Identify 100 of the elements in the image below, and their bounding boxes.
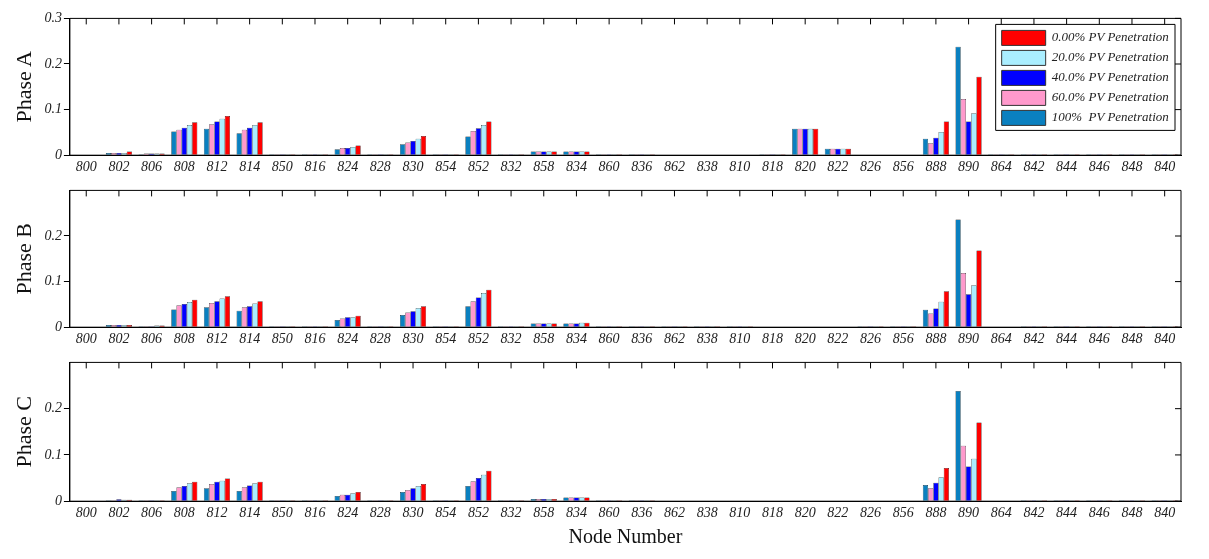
- x-tick-label: 860: [598, 331, 620, 347]
- x-tick-label: 816: [304, 159, 326, 175]
- x-tick-label: 824: [337, 505, 359, 521]
- x-tick-label: 814: [239, 159, 261, 175]
- x-tick-label: 830: [402, 505, 424, 521]
- x-tick-label: 808: [173, 159, 195, 175]
- x-tick-label: 834: [565, 159, 587, 175]
- x-tick-label: 846: [1088, 505, 1110, 521]
- x-tick-label: 846: [1088, 331, 1110, 347]
- y-axis-title: Phase C: [10, 396, 36, 468]
- x-tick-label: 864: [990, 331, 1012, 347]
- y-tick-label: 0.3: [44, 10, 62, 26]
- x-tick-label: 856: [892, 159, 914, 175]
- x-tick-label: 860: [598, 505, 620, 521]
- y-tick-label: 0.2: [44, 400, 62, 416]
- x-tick-label: 826: [860, 331, 882, 347]
- y-tick-label: 0.2: [44, 55, 62, 71]
- x-tick-label: 840: [1154, 505, 1176, 521]
- x-tick-label: 816: [304, 331, 326, 347]
- y-axis-title: Phase B: [10, 223, 36, 295]
- legend-label: 20.0% PV Penetration: [1051, 49, 1169, 65]
- y-tick-label: 0: [54, 318, 62, 334]
- x-tick-label: 850: [271, 505, 293, 521]
- x-tick-label: 860: [598, 159, 620, 175]
- x-tick-label: 850: [271, 159, 293, 175]
- x-tick-label: 806: [141, 505, 163, 521]
- x-tick-label: 822: [827, 331, 849, 347]
- x-tick-label: 890: [958, 331, 980, 347]
- y-tick-label: 0.1: [44, 273, 62, 289]
- x-tick-label: 816: [304, 505, 326, 521]
- x-tick-label: 888: [925, 159, 947, 175]
- x-tick-label: 832: [500, 505, 522, 521]
- x-tick-label: 832: [500, 331, 522, 347]
- x-tick-label: 858: [533, 159, 555, 175]
- x-tick-label: 820: [794, 505, 816, 521]
- x-tick-label: 854: [435, 331, 457, 347]
- x-tick-label: 812: [206, 331, 228, 347]
- x-tick-label: 848: [1121, 159, 1143, 175]
- y-axis-title: Phase A: [10, 50, 36, 123]
- x-tick-label: 852: [467, 505, 489, 521]
- x-tick-label: 858: [533, 331, 555, 347]
- x-tick-label: 824: [337, 159, 359, 175]
- x-tick-label: 806: [141, 159, 163, 175]
- x-tick-label: 856: [892, 331, 914, 347]
- x-tick-label: 820: [794, 159, 816, 175]
- x-tick-label: 844: [1056, 159, 1078, 175]
- x-tick-label: 836: [631, 505, 653, 521]
- x-tick-label: 808: [173, 505, 195, 521]
- x-tick-label: 800: [75, 331, 97, 347]
- x-tick-label: 844: [1056, 505, 1078, 521]
- x-tick-label: 854: [435, 505, 457, 521]
- x-tick-label: 840: [1154, 159, 1176, 175]
- x-tick-label: 810: [729, 505, 751, 521]
- x-tick-label: 828: [369, 159, 391, 175]
- x-tick-label: 814: [239, 331, 261, 347]
- x-tick-label: 836: [631, 331, 653, 347]
- legend-label: 60.0% PV Penetration: [1051, 89, 1169, 105]
- x-tick-label: 846: [1088, 159, 1110, 175]
- x-tick-label: 828: [369, 331, 391, 347]
- x-tick-label: 838: [696, 331, 718, 347]
- x-tick-label: 800: [75, 505, 97, 521]
- x-tick-label: 888: [925, 331, 947, 347]
- y-tick-label: 0: [54, 146, 62, 162]
- x-tick-label: 822: [827, 505, 849, 521]
- x-tick-label: 842: [1023, 331, 1045, 347]
- legend-label: 40.0% PV Penetration: [1051, 69, 1169, 85]
- x-tick-label: 864: [990, 159, 1012, 175]
- x-tick-label: 848: [1121, 331, 1143, 347]
- x-tick-label: 828: [369, 505, 391, 521]
- x-tick-label: 802: [108, 159, 130, 175]
- x-tick-label: 850: [271, 331, 293, 347]
- x-tick-label: 830: [402, 331, 424, 347]
- x-tick-label: 852: [467, 331, 489, 347]
- x-tick-label: 800: [75, 159, 97, 175]
- x-tick-label: 890: [958, 505, 980, 521]
- x-tick-label: 834: [565, 331, 587, 347]
- y-tick-label: 0.1: [44, 446, 62, 462]
- x-tick-label: 806: [141, 331, 163, 347]
- x-tick-label: 818: [762, 505, 784, 521]
- x-tick-label: 838: [696, 505, 718, 521]
- x-tick-label: 864: [990, 505, 1012, 521]
- x-tick-label: 812: [206, 505, 228, 521]
- x-tick-label: 890: [958, 159, 980, 175]
- x-tick-label: 844: [1056, 331, 1078, 347]
- x-tick-label: 826: [860, 159, 882, 175]
- x-tick-label: 862: [663, 331, 685, 347]
- x-tick-label: 802: [108, 505, 130, 521]
- y-tick-label: 0.1: [44, 101, 62, 117]
- x-tick-label: 838: [696, 159, 718, 175]
- x-tick-label: 814: [239, 505, 261, 521]
- x-tick-label: 818: [762, 159, 784, 175]
- legend-label: 0.00% PV Penetration: [1051, 29, 1169, 45]
- x-tick-label: 826: [860, 505, 882, 521]
- x-tick-label: 830: [402, 159, 424, 175]
- x-tick-label: 842: [1023, 505, 1045, 521]
- x-tick-label: 824: [337, 331, 359, 347]
- x-tick-label: 834: [565, 505, 587, 521]
- x-tick-label: 840: [1154, 331, 1176, 347]
- x-tick-label: 820: [794, 331, 816, 347]
- x-tick-label: 842: [1023, 159, 1045, 175]
